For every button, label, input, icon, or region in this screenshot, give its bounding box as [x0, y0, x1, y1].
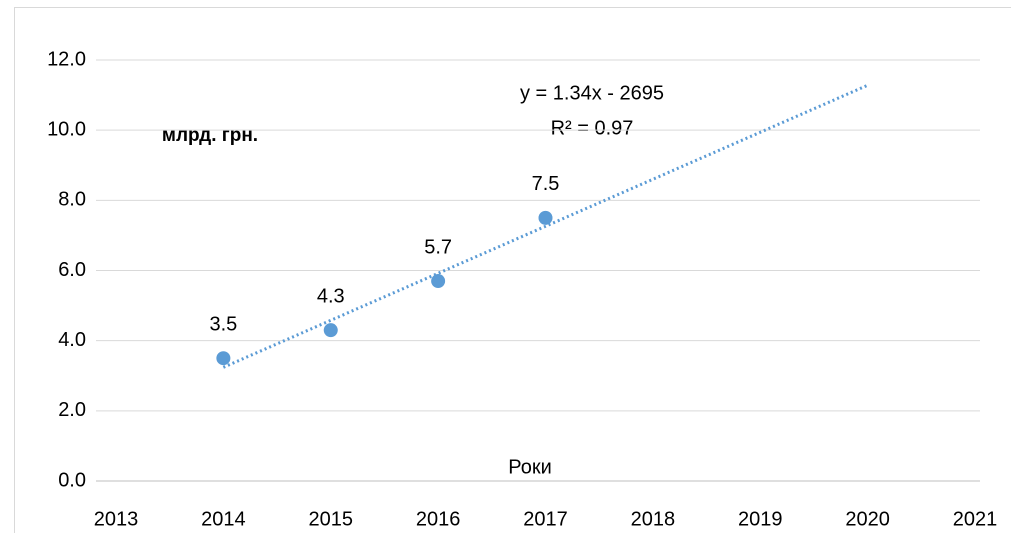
y-tick-label: 6.0 [58, 259, 86, 281]
data-point [323, 323, 338, 338]
x-tick-label: 2020 [845, 508, 890, 530]
data-point [431, 274, 446, 289]
x-tick-label: 2016 [416, 508, 461, 530]
y-tick-label: 12.0 [47, 48, 86, 70]
x-tick-label: 2019 [738, 508, 783, 530]
data-label: 4.3 [317, 285, 345, 307]
chart-border [14, 7, 1011, 533]
data-label: 3.5 [209, 313, 237, 335]
y-tick-label: 2.0 [58, 399, 86, 421]
x-tick-label: 2013 [94, 508, 139, 530]
x-axis-label: Роки [508, 456, 552, 478]
trendline [222, 83, 869, 369]
x-tick-label: 2018 [631, 508, 676, 530]
x-tick-label: 2017 [523, 508, 568, 530]
x-tick-label: 2015 [309, 508, 354, 530]
y-axis-label: млрд. грн. [162, 125, 258, 146]
x-tick-label: 2014 [201, 508, 246, 530]
y-tick-label: 4.0 [58, 329, 86, 351]
data-point [216, 351, 231, 366]
y-tick-label: 8.0 [58, 189, 86, 211]
trend-equation: y = 1.34x - 2695 [520, 82, 664, 104]
data-label: 5.7 [424, 236, 452, 258]
trend-r-squared: R² = 0.97 [551, 117, 634, 139]
y-tick-label: 10.0 [47, 118, 86, 140]
y-tick-label: 0.0 [58, 469, 86, 491]
data-point [538, 210, 553, 225]
data-label: 7.5 [532, 173, 560, 195]
x-tick-label: 2021 [953, 508, 998, 530]
